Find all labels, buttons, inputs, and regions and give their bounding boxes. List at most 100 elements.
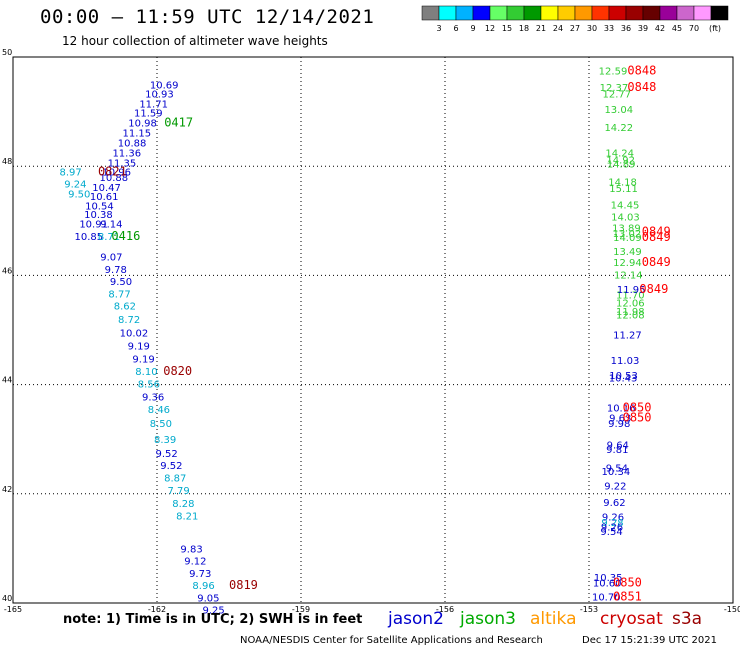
wave-height-point: 7.79 <box>167 486 189 497</box>
wave-height-point: 10.54 <box>85 202 114 213</box>
wave-height-point: 9.07 <box>100 252 122 263</box>
wave-height-point: 14.45 <box>611 200 640 211</box>
wave-height-point: 11.15 <box>123 128 152 139</box>
wave-height-point: 12.37 <box>600 83 629 94</box>
x-tick-label: -165 <box>4 605 22 614</box>
wave-height-point: 9.24 <box>64 180 86 191</box>
legend-s3a: s3a <box>672 609 703 629</box>
colorbar-label: 12 <box>485 24 495 33</box>
wave-height-point: 11.59 <box>134 109 163 120</box>
wave-height-point: 14.89 <box>607 159 636 170</box>
wave-height-point: 11.36 <box>112 149 141 160</box>
wave-height-point: 9.63 <box>609 413 631 424</box>
plot-frame <box>12 56 734 604</box>
wave-height-point: 9.22 <box>604 482 626 493</box>
wave-height-point: 10.69 <box>150 80 179 91</box>
wave-height-point: 9.26 <box>602 513 624 524</box>
y-tick-label: 46 <box>2 266 12 275</box>
wave-height-point: 9.78 <box>105 265 127 276</box>
colorbar-label: 42 <box>655 24 665 33</box>
pass-time-label: 0848 <box>627 80 656 94</box>
wave-height-point: 12.06 <box>616 299 645 310</box>
x-tick-label: -153 <box>580 605 598 614</box>
wave-height-point: 10.88 <box>99 173 128 184</box>
wave-height-point: 11.27 <box>613 330 642 341</box>
colorbar-label: 39 <box>638 24 648 33</box>
wave-height-point: 13.89 <box>612 223 641 234</box>
wave-height-point: 9.19 <box>132 354 154 365</box>
colorbar-label: 70 <box>689 24 699 33</box>
wave-height-point: 12.14 <box>614 270 643 281</box>
wave-height-point: 14.18 <box>608 177 637 188</box>
footer-timestamp: Dec 17 15:21:39 UTC 2021 <box>582 635 717 646</box>
x-tick-label: -162 <box>148 605 166 614</box>
wave-height-point: 10.85 <box>75 232 104 243</box>
colorbar-swatch <box>710 5 729 21</box>
y-tick-label: 44 <box>2 376 12 385</box>
wave-height-point: 9.64 <box>607 441 629 452</box>
pass-time-label: 0851 <box>613 589 642 603</box>
chart-title: 00:00 – 11:59 UTC 12/14/2021 <box>40 6 375 28</box>
wave-height-point: 11.35 <box>108 158 137 169</box>
colorbar-label: 27 <box>570 24 580 33</box>
wave-height-point: 10.47 <box>92 183 121 194</box>
legend-altika: altika <box>530 609 577 629</box>
colorbar-label: 6 <box>453 24 458 33</box>
legend-jason2: jason2 <box>388 609 444 629</box>
wave-height-point: 9.25 <box>203 606 225 615</box>
pass-time-label: 0849 <box>642 230 671 244</box>
wave-height-point: 10.60 <box>593 578 622 589</box>
pass-time-label: 0848 <box>627 64 656 78</box>
wave-height-point: 11.71 <box>139 99 168 110</box>
pass-time-label: 0417 <box>164 116 193 130</box>
wave-height-point: 13.04 <box>604 105 633 116</box>
wave-height-point: 10.34 <box>602 467 631 478</box>
wave-height-point: 14.92 <box>606 156 635 167</box>
footer-credit: NOAA/NESDIS Center for Satellite Applica… <box>240 635 543 646</box>
wave-height-point: 8.56 <box>138 380 160 391</box>
wave-height-point: 10.02 <box>120 329 149 340</box>
legend-cryosat: cryosat <box>600 609 663 629</box>
wave-height-point: 9.50 <box>68 190 90 201</box>
colorbar-label: 30 <box>587 24 597 33</box>
wave-height-point: 11.95 <box>617 285 646 296</box>
colorbar-label: 3 <box>436 24 441 33</box>
colorbar-label: 9 <box>470 24 475 33</box>
wave-height-point: 9.62 <box>603 498 625 509</box>
wave-height-point: 8.39 <box>154 435 176 446</box>
wave-height-point: 8.77 <box>108 289 130 300</box>
pass-time-label: 0850 <box>613 575 642 589</box>
pass-time-label: 0850 <box>623 410 652 424</box>
pass-time-label: 0416 <box>111 229 140 243</box>
wave-height-point: 9.05 <box>197 594 219 605</box>
pass-time-label: 0820 <box>163 364 192 378</box>
wave-height-point: 8.96 <box>192 581 214 592</box>
colorbar-label: 21 <box>536 24 546 33</box>
colorbar-label: (ft) <box>709 24 721 33</box>
wave-height-point: 9.81 <box>606 445 628 456</box>
wave-height-point: 14.09 <box>613 233 642 244</box>
wave-height-point: 8.62 <box>114 301 136 312</box>
wave-height-point: 11.70 <box>616 291 645 302</box>
pass-time-label: 0819 <box>229 578 258 592</box>
pass-time-label: 0849 <box>642 255 671 269</box>
wave-height-point: 8.72 <box>118 315 140 326</box>
wave-height-point: 14.03 <box>611 212 640 223</box>
wave-height-point: 15.11 <box>609 184 638 195</box>
wave-height-plot: -165 -162 -159 -156 -153 -150 40 42 44 46 48 50 10.6… <box>2 48 740 615</box>
y-tick-label: 40 <box>2 594 12 603</box>
colorbar-label: 45 <box>672 24 682 33</box>
wave-height-point: 10.16 <box>607 404 636 415</box>
units-note: note: 1) Time is in UTC; 2) SWH is in fe… <box>63 612 363 627</box>
colorbar-label: 33 <box>604 24 614 33</box>
colorbar-label: 18 <box>519 24 529 33</box>
y-tick-label: 42 <box>2 485 12 494</box>
wave-height-point: 8.97 <box>59 168 81 179</box>
colorbar-label: 24 <box>553 24 563 33</box>
wave-height-point: 8.50 <box>150 419 172 430</box>
wave-height-point: 13.02 <box>613 229 642 240</box>
wave-height-point: 9.36 <box>142 393 164 404</box>
pass-time-label: 0821 <box>98 165 127 179</box>
wave-height-point: 9.26 <box>601 523 623 534</box>
wave-height-point: 9.83 <box>180 544 202 555</box>
